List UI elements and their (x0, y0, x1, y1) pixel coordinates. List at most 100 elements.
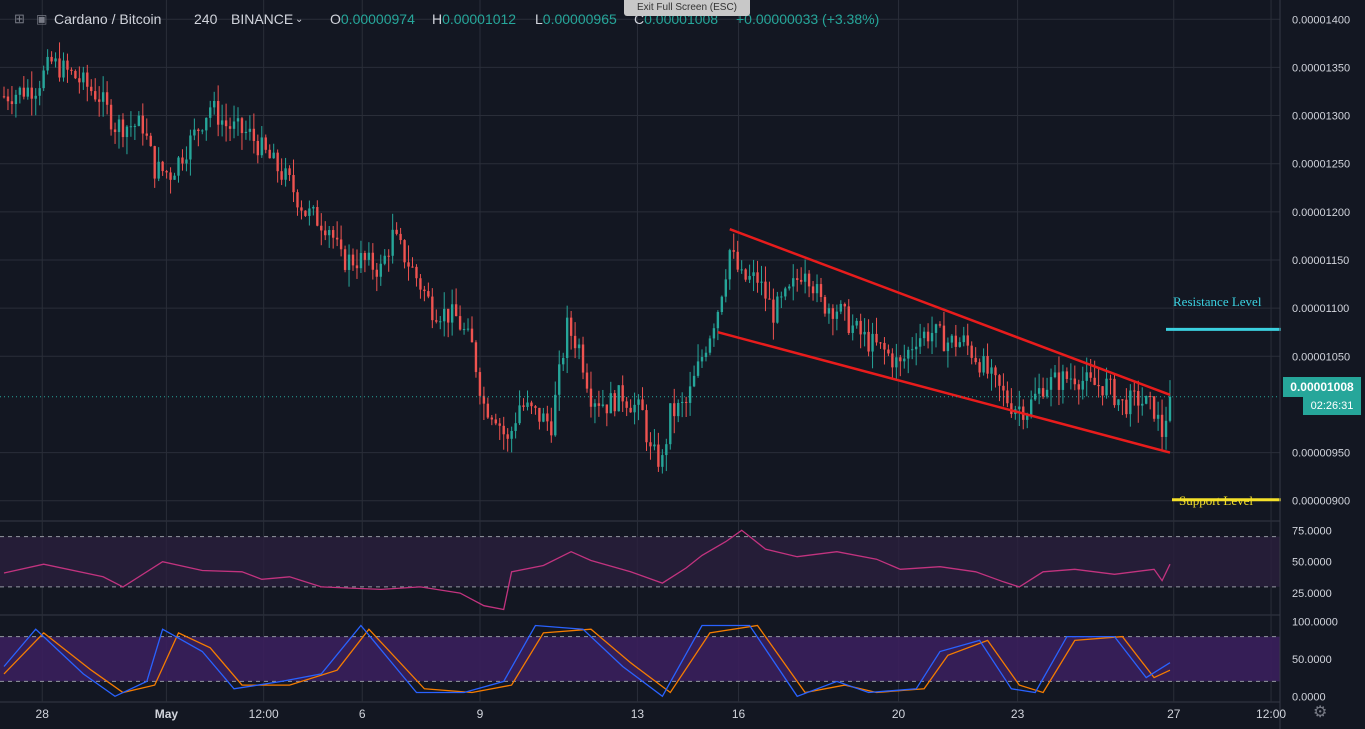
candle-body (363, 253, 367, 260)
candle-body (324, 230, 327, 236)
candle-body (546, 413, 549, 422)
ohlc-open: O0.00000974 (330, 11, 415, 27)
candle-body (181, 157, 184, 164)
candle-body (486, 403, 490, 418)
ohlc-low: L0.00000965 (535, 11, 617, 27)
candle-body (450, 304, 454, 323)
candle-body (665, 444, 668, 456)
candle-body (756, 272, 759, 283)
price-tick-label: 0.00000950 (1292, 448, 1350, 460)
indicator-series (3, 529, 1171, 698)
candle-body (641, 399, 644, 411)
candle-body (70, 69, 73, 71)
candle-body (185, 159, 188, 164)
price-tick-label: 0.00001250 (1292, 159, 1350, 171)
candle-body (748, 275, 751, 280)
open-value: 0.00000974 (340, 11, 415, 27)
candle-body (141, 115, 144, 134)
candle-body (1160, 414, 1164, 437)
candle-body (990, 367, 993, 374)
candle-body (851, 325, 854, 333)
candle-body (18, 87, 22, 95)
candle-body (653, 444, 656, 447)
candle-body (938, 324, 942, 326)
exit-fullscreen-button[interactable]: Exit Full Screen (ESC) (624, 0, 750, 16)
candle-body (1152, 396, 1156, 419)
candle-body (157, 161, 160, 179)
candle-body (530, 402, 533, 407)
chevron-down-icon[interactable]: ⌄ (295, 14, 304, 25)
indicator-panes (0, 536, 1280, 682)
candle-body (419, 278, 422, 290)
candle-body (272, 152, 275, 159)
exchange[interactable]: BINANCE (231, 11, 294, 27)
candle-body (304, 210, 307, 216)
crosshair-icon[interactable]: ⊞ (14, 11, 25, 26)
candle-body (375, 269, 378, 277)
interval[interactable]: 240 (194, 11, 218, 27)
candle-body (236, 118, 240, 122)
candle-body (617, 385, 620, 412)
candle-body (903, 358, 906, 362)
candle-body (149, 135, 152, 147)
candle-body (1061, 371, 1065, 390)
candle-body (768, 298, 771, 300)
candle-body (680, 401, 684, 403)
candle-body (1168, 396, 1172, 421)
candle-body (1137, 391, 1140, 406)
candle-body (1018, 406, 1021, 410)
candle-body (1148, 396, 1152, 398)
candle-body (518, 405, 521, 424)
time-tick-label: 12:00 (249, 707, 279, 721)
candle-body (1125, 399, 1128, 415)
candle-body (692, 375, 696, 387)
candle-body (1093, 377, 1096, 385)
candle-body (458, 316, 462, 330)
candle-body (895, 357, 898, 368)
candle-body (62, 60, 65, 78)
candle-body (339, 239, 343, 250)
candle-body (625, 401, 628, 408)
candle-body (1081, 380, 1084, 390)
candle-body (629, 407, 632, 413)
candle-body (593, 403, 597, 407)
candle-body (847, 306, 850, 333)
lower-trendline (717, 331, 1171, 454)
candle-body (224, 120, 228, 127)
candle-body (1097, 384, 1100, 387)
symbol-name[interactable]: Cardano / Bitcoin (54, 11, 162, 27)
candle-body (534, 406, 537, 408)
settings-gear-icon[interactable]: ⚙ (1313, 704, 1328, 721)
candle-body (1002, 385, 1005, 391)
candle-body (796, 278, 799, 280)
stoch-band-fill (0, 636, 1280, 682)
time-tick-label: 16 (732, 707, 746, 721)
candle-body (708, 338, 712, 353)
candle-body (216, 100, 220, 125)
candle-body (926, 331, 930, 342)
candle-body (982, 356, 985, 373)
time-tick-label: 13 (631, 707, 645, 721)
candle-body (407, 262, 410, 267)
candle-body (1129, 390, 1132, 415)
close-label: C (634, 11, 645, 27)
candle-body (6, 96, 10, 102)
grid-lines (0, 0, 1280, 703)
candle-body (411, 266, 414, 268)
candle-body (2, 96, 6, 98)
rsi-tick-label: 50.0000 (1292, 557, 1332, 569)
stoch-d-line (3, 624, 1171, 694)
symbol-square-icon[interactable]: ▣ (36, 12, 48, 26)
candle-body (1049, 377, 1053, 390)
candle-body (784, 288, 787, 297)
candle-body (577, 344, 581, 349)
candle-body (1077, 384, 1080, 390)
candle-body (859, 320, 862, 335)
candle-body (764, 281, 767, 299)
candle-body (601, 404, 605, 406)
candle-body (744, 269, 747, 280)
candle-body (613, 393, 616, 412)
candle-body (86, 72, 89, 87)
candle-body (1085, 372, 1088, 381)
